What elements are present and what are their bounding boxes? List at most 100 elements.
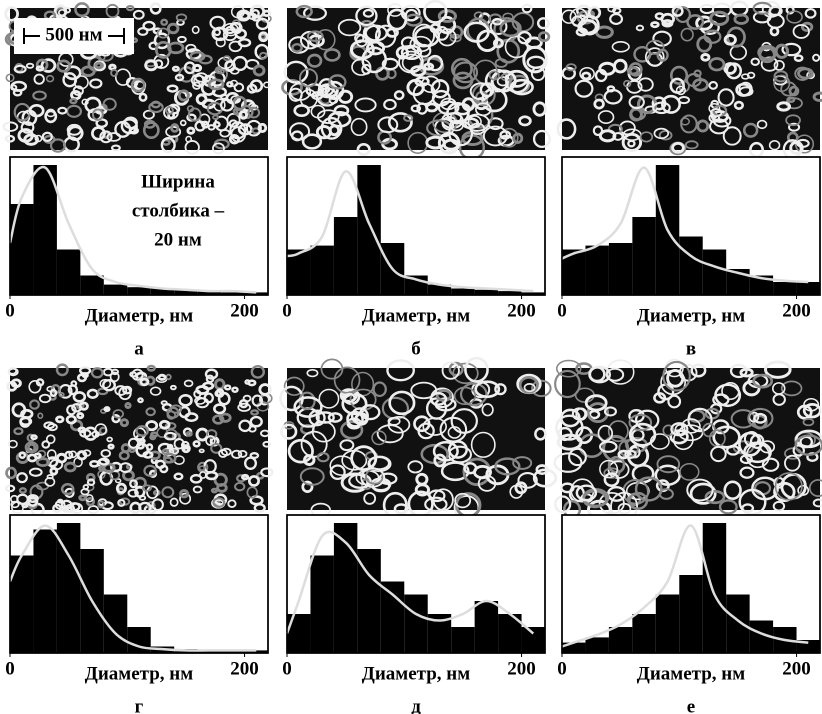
grain	[712, 425, 741, 449]
grain	[372, 381, 387, 398]
grain	[146, 364, 156, 372]
grain	[192, 440, 201, 448]
plot-frame-edge	[9, 514, 269, 654]
grain	[258, 383, 272, 396]
grain	[752, 373, 774, 389]
grain	[212, 497, 226, 508]
micrograph	[279, 356, 558, 520]
grain	[91, 430, 100, 438]
grain	[671, 5, 684, 17]
grain	[7, 439, 18, 449]
grain	[660, 369, 686, 396]
grain	[148, 101, 164, 114]
grain	[181, 444, 191, 454]
grain	[333, 104, 350, 117]
grain	[733, 100, 745, 110]
grain	[360, 467, 386, 488]
grain	[794, 434, 822, 456]
bar	[679, 575, 703, 653]
grain	[626, 66, 640, 76]
bar	[702, 523, 727, 653]
grain	[125, 5, 135, 12]
grain	[780, 380, 803, 397]
grain	[680, 27, 694, 42]
grain	[661, 94, 681, 114]
grain	[32, 90, 47, 101]
grain	[72, 85, 84, 97]
grain	[308, 409, 326, 427]
grain	[218, 449, 228, 458]
grain	[714, 383, 742, 408]
fit-curve	[8, 165, 257, 294]
grain	[130, 77, 146, 93]
grain	[603, 467, 621, 479]
grain	[120, 118, 138, 135]
fit-curve	[561, 166, 809, 284]
grain	[315, 411, 335, 424]
grain	[340, 420, 364, 440]
grain	[530, 66, 546, 82]
grain	[186, 105, 195, 113]
grain	[523, 383, 536, 393]
grain	[243, 456, 257, 470]
grain	[785, 114, 801, 127]
grain	[424, 496, 448, 512]
grain	[10, 500, 20, 509]
grain	[320, 116, 343, 140]
grain	[244, 379, 251, 385]
grain	[575, 484, 598, 502]
grain	[95, 118, 108, 129]
grain	[341, 392, 368, 416]
grain	[5, 73, 15, 83]
grain	[554, 369, 581, 399]
grain	[291, 130, 304, 142]
grain	[677, 95, 691, 105]
grain	[781, 42, 802, 57]
grain	[214, 66, 223, 74]
grain	[722, 126, 742, 146]
grain	[102, 367, 114, 377]
bar	[726, 594, 750, 653]
grain	[10, 84, 18, 91]
grain	[597, 424, 614, 442]
grain	[804, 7, 817, 19]
grain	[139, 377, 150, 387]
bar	[287, 614, 311, 653]
grain	[173, 472, 184, 481]
grain	[149, 450, 161, 460]
grain	[72, 391, 87, 403]
grain	[432, 488, 454, 512]
grain	[700, 53, 711, 62]
bar	[427, 284, 452, 295]
grain	[175, 13, 188, 22]
grain	[499, 19, 522, 38]
grain	[27, 494, 39, 504]
grain	[41, 440, 51, 449]
x-tick-label: 0	[282, 300, 292, 321]
grain	[177, 35, 187, 44]
bar	[632, 614, 656, 653]
grain	[387, 112, 413, 133]
grain	[628, 95, 645, 110]
x-tick-label: 200	[507, 658, 536, 679]
grain	[234, 481, 246, 492]
grain	[621, 132, 643, 152]
grain	[359, 404, 381, 421]
grain	[160, 18, 169, 26]
grain	[43, 421, 55, 430]
bar	[562, 249, 586, 295]
grain	[99, 130, 113, 144]
grain	[328, 74, 347, 90]
grain	[46, 449, 57, 460]
grain	[18, 451, 27, 460]
grain	[613, 58, 628, 74]
grain	[142, 20, 156, 31]
grain	[237, 449, 248, 458]
panel-label: в	[686, 338, 696, 359]
grain	[479, 82, 495, 98]
grain	[773, 59, 785, 71]
grain	[237, 123, 253, 136]
grain	[617, 449, 630, 460]
grain	[423, 0, 448, 24]
grain	[605, 367, 625, 382]
